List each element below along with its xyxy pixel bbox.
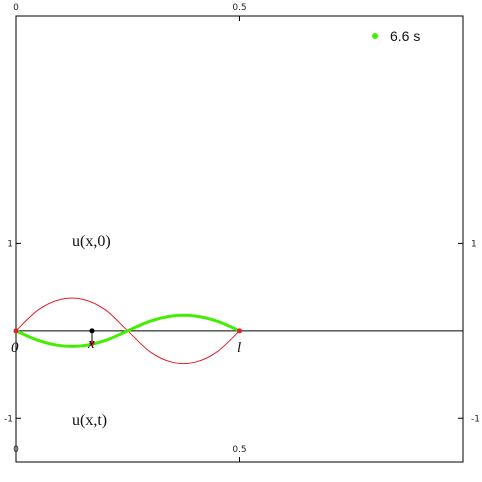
current-curve-label: u(x,t) — [72, 412, 107, 429]
string-end-label: l — [237, 340, 241, 356]
string-start-label: 0 — [11, 340, 19, 356]
probe-label: x — [87, 336, 95, 352]
current-displacement-curve — [14, 313, 241, 348]
probe-axis-dot — [89, 328, 95, 334]
y-tick-label-left: -1 — [4, 414, 13, 424]
y-tick-label-right: -1 — [471, 414, 480, 424]
probe-marker — [89, 328, 95, 346]
elapsed-time-label: 6.6 s — [390, 28, 420, 44]
string-endpoints — [13, 328, 242, 334]
initial-curve-label: u(x,0) — [72, 233, 111, 250]
y-axis-ticks: 1 1 -1 -1 — [4, 239, 480, 424]
x-tick-label-bottom: 0.5 — [232, 445, 246, 455]
x-tick-label-top: 0 — [13, 3, 19, 13]
x-tick-label-bottom: 0 — [13, 445, 19, 455]
plot-frame — [15, 15, 464, 463]
legend-marker — [372, 33, 378, 39]
x-tick-label-top: 0.5 — [232, 3, 246, 13]
x-axis-ticks: 0 0 0.5 0.5 — [13, 3, 247, 462]
y-tick-label-left: 1 — [7, 239, 13, 249]
string-endpoint-dot — [13, 328, 19, 334]
string-endpoint-dot — [237, 328, 242, 334]
probe-curve-dot — [89, 340, 95, 346]
y-tick-label-right: 1 — [471, 239, 477, 249]
